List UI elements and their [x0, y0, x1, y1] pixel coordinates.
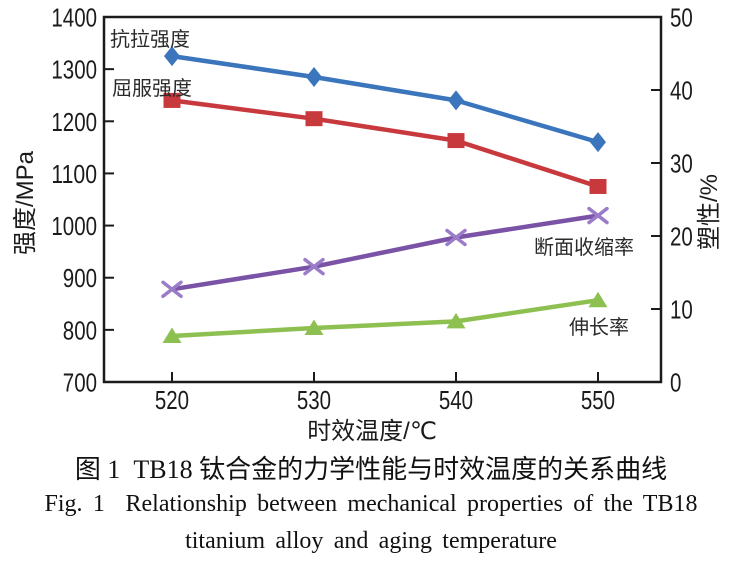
series-line-reduction-of-area [171, 213, 599, 292]
y-left-tick-label: 900 [63, 263, 97, 293]
series-line-tensile-strength [171, 53, 599, 145]
y-left-tick-label: 1200 [51, 107, 97, 137]
series-inline-label: 屈服强度 [112, 77, 192, 100]
marker-triangle-icon [588, 291, 608, 308]
marker-x-icon [161, 280, 183, 299]
y-left-tick-label: 700 [63, 368, 97, 398]
marker-triangle-icon [162, 327, 182, 344]
marker-square-icon [447, 133, 465, 149]
marker-diamond-icon [306, 66, 322, 87]
marker-square-icon [305, 111, 323, 127]
y-left-tick-label: 1300 [51, 55, 97, 85]
series-layer [161, 46, 609, 344]
marker-square-icon [163, 92, 181, 108]
y-right-tick-label: 20 [670, 222, 693, 252]
plot-border [102, 15, 663, 384]
marker-diamond-icon [164, 46, 180, 67]
marker-triangle-icon [446, 312, 466, 329]
y-left-tick-label: 1400 [51, 3, 97, 33]
series-inline-label: 断面收缩率 [534, 236, 634, 259]
y-left-tick-label: 1000 [51, 211, 97, 241]
figure-caption-english-line1: Fig. 1 Relationship between mechanical p… [44, 491, 698, 517]
y-left-tick-label: 800 [63, 315, 97, 345]
series-line-elongation [171, 297, 599, 339]
ticks-layer: 1400 1300 1200 1100 1000 900 800 700 50 40 30 20 10 0… [51, 3, 692, 416]
marker-x-icon [445, 228, 467, 247]
y-right-tick-label: 50 [670, 3, 693, 33]
x-axis-title: 时效温度/℃ [307, 418, 437, 445]
marker-diamond-icon [590, 132, 606, 153]
marker-diamond-icon [448, 90, 464, 111]
series-inline-label: 抗拉强度 [110, 28, 190, 51]
x-tick-label: 530 [297, 385, 331, 415]
series-inline-label: 伸长率 [569, 316, 629, 339]
y-right-tick-label: 40 [670, 76, 693, 106]
y-axis-right-title: 塑性/% [696, 174, 723, 250]
x-tick-label: 540 [439, 385, 473, 415]
y-right-tick-label: 30 [670, 149, 693, 179]
figure-caption-chinese: 图 1 TB18 钛合金的力学性能与时效温度的关系曲线 [74, 455, 668, 484]
y-right-tick-label: 0 [670, 368, 681, 398]
marker-x-icon [303, 257, 325, 276]
line-chart-canvas: 1400 1300 1200 1100 1000 900 800 700 50 40 30 20 10 0… [12, 3, 723, 446]
x-tick-label: 550 [581, 385, 615, 415]
series-line-yield-strength [171, 98, 599, 189]
figure-caption-english-line2: titanium alloy and aging temperature [185, 528, 557, 554]
marker-triangle-icon [304, 319, 324, 335]
y-axis-left-title: 强度/MPa [12, 150, 39, 255]
y-right-tick-label: 10 [670, 295, 693, 325]
y-left-tick-label: 1100 [51, 159, 97, 189]
marker-x-icon [587, 206, 609, 225]
x-tick-label: 520 [155, 385, 189, 415]
marker-square-icon [589, 178, 607, 194]
